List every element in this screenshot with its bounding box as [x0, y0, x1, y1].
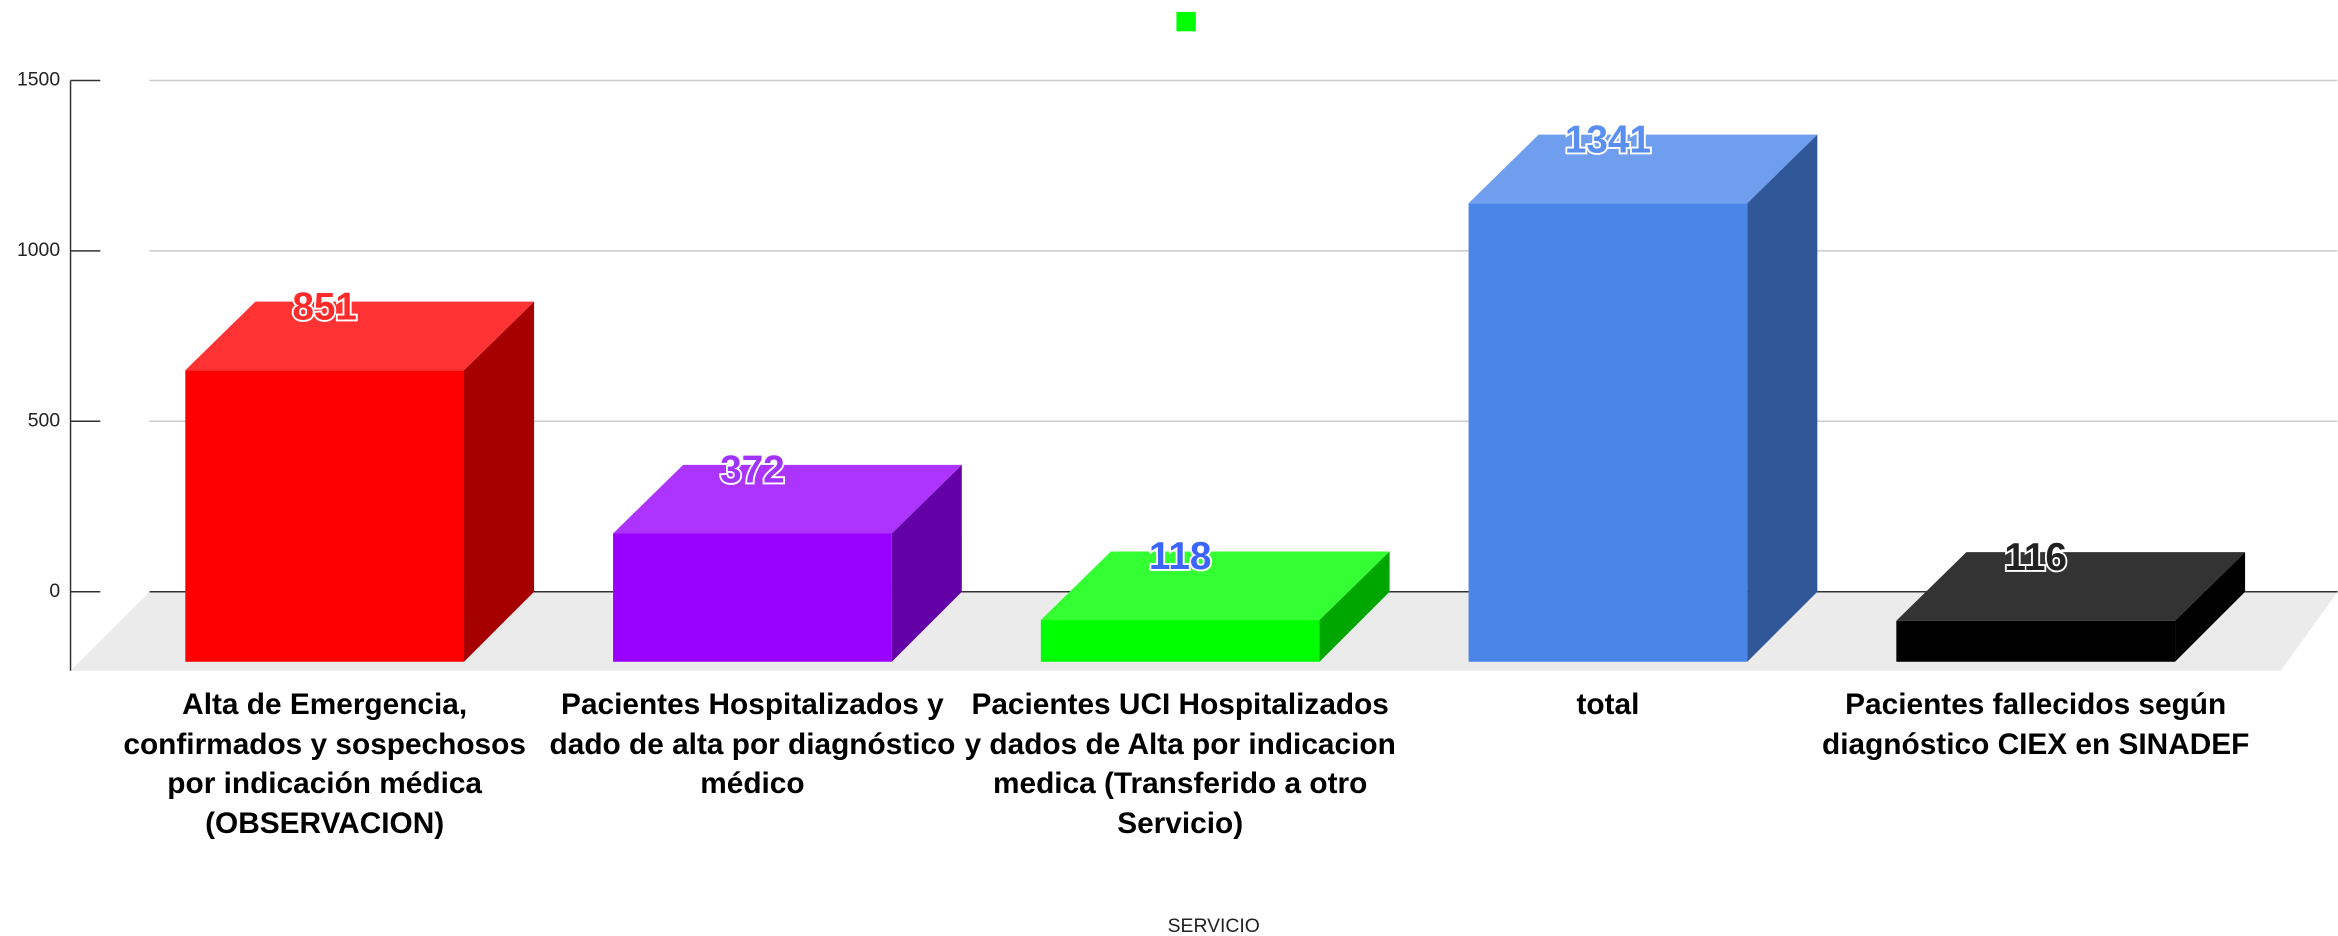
- value-label: 851: [292, 285, 357, 328]
- bar: [1040, 551, 1390, 662]
- x-tick-label: Pacientes UCI Hospitalizados y dados de …: [964, 688, 1396, 840]
- x-tick-label: Alta de Emergencia, confirmados y sospec…: [123, 688, 526, 840]
- x-tick-label: Pacientes Hospitalizados y dado de alta …: [549, 688, 956, 801]
- bar-side: [1319, 551, 1390, 662]
- x-tick-label-box: Pacientes UCI Hospitalizados y dados de …: [964, 688, 1396, 840]
- bar-front: [185, 370, 465, 662]
- bar: [1468, 134, 1818, 662]
- bar-top: [185, 301, 535, 371]
- bar-front: [1468, 203, 1748, 662]
- value-label: 118: [1149, 535, 1212, 578]
- value-label: 372: [720, 449, 785, 492]
- bar-side: [464, 301, 535, 662]
- x-tick-label-box: Alta de Emergencia, confirmados y sospec…: [123, 688, 526, 840]
- bar-top: [1040, 551, 1390, 621]
- y-tick-label: 500: [28, 409, 61, 431]
- bar-side: [891, 464, 962, 662]
- bar-side: [2175, 552, 2246, 662]
- x-tick-label-box: total: [1576, 688, 1640, 722]
- bar-front: [1896, 620, 2176, 662]
- bar-top: [613, 464, 962, 534]
- value-label: 1341: [1565, 118, 1651, 161]
- bar-front: [613, 533, 892, 662]
- x-tick-label-box: Pacientes Hospitalizados y dado de alta …: [549, 688, 956, 801]
- bar-side: [1747, 134, 1818, 662]
- legend-swatch: [1176, 11, 1196, 32]
- y-tick-label: 1000: [17, 239, 60, 261]
- bar-top: [1896, 552, 2246, 621]
- x-tick-label: total: [1576, 688, 1640, 722]
- bar-front: [1040, 620, 1320, 662]
- x-tick-label-box: Pacientes fallecidos según diagnóstico C…: [1822, 688, 2250, 761]
- y-tick-label: 0: [49, 580, 60, 602]
- value-label: 116: [2004, 536, 2067, 579]
- bar: [613, 464, 962, 662]
- bar: [185, 301, 535, 662]
- x-axis-title: SERVICIO: [1168, 915, 1260, 936]
- x-tick-label: Pacientes fallecidos según diagnóstico C…: [1822, 688, 2250, 761]
- bar-top: [1468, 134, 1818, 204]
- bar: [1896, 552, 2246, 662]
- y-tick-label: 1500: [17, 69, 60, 91]
